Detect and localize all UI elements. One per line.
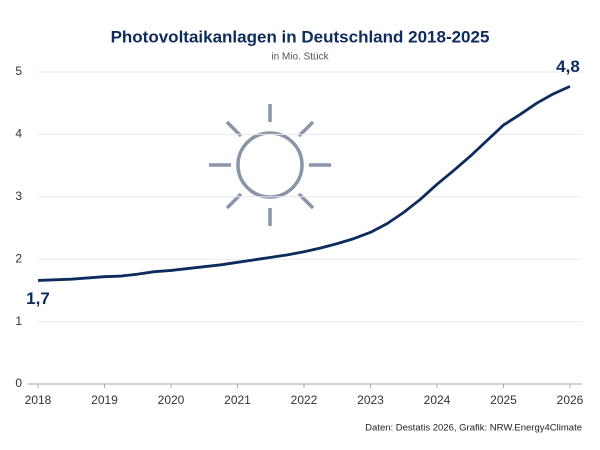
sun-icon xyxy=(209,104,331,226)
x-tick-label: 2026 xyxy=(557,393,584,407)
y-tick-label: 4 xyxy=(15,127,22,141)
x-tick-label: 2021 xyxy=(224,393,251,407)
y-tick-label: 0 xyxy=(15,376,22,390)
chart-subtitle: in Mio. Stück xyxy=(271,52,329,63)
y-tick-label: 5 xyxy=(15,64,22,78)
source-note: Daten: Destatis 2026, Grafik: NRW.Energy… xyxy=(365,423,582,434)
data-line xyxy=(37,85,571,282)
x-tick-label: 2018 xyxy=(25,393,52,407)
x-tick-label: 2020 xyxy=(158,393,185,407)
x-tick-label: 2022 xyxy=(291,393,318,407)
x-tick-label: 2019 xyxy=(91,393,118,407)
x-tick-label: 2024 xyxy=(424,393,451,407)
value-label: 1,7 xyxy=(26,289,50,308)
y-tick-label: 2 xyxy=(15,251,22,265)
value-label: 4,8 xyxy=(556,57,580,76)
x-tick-label: 2025 xyxy=(490,393,517,407)
y-tick-label: 3 xyxy=(15,189,22,203)
chart-title: Photovoltaikanlagen in Deutschland 2018-… xyxy=(111,27,490,46)
x-tick-label: 2023 xyxy=(357,393,384,407)
y-tick-label: 1 xyxy=(15,314,22,328)
